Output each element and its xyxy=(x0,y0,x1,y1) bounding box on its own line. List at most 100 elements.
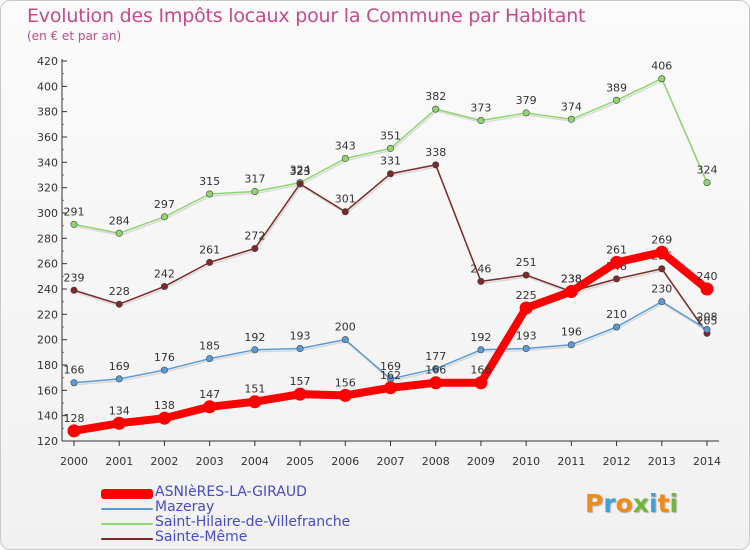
data-label: 331 xyxy=(380,155,401,168)
logo-letter: x xyxy=(632,489,649,518)
data-point xyxy=(700,282,714,296)
legend-swatch xyxy=(101,523,153,525)
data-point xyxy=(429,376,443,390)
data-point xyxy=(477,117,485,125)
data-point xyxy=(296,345,304,353)
data-label: 230 xyxy=(651,283,672,296)
data-label: 193 xyxy=(290,330,311,343)
data-label: 156 xyxy=(335,376,356,389)
x-tick-label: 2010 xyxy=(512,455,540,468)
data-label: 242 xyxy=(154,267,175,280)
data-point xyxy=(477,277,485,285)
data-label: 169 xyxy=(380,360,401,373)
data-point xyxy=(251,346,259,354)
data-label: 261 xyxy=(199,243,220,256)
data-point xyxy=(203,400,217,414)
data-point xyxy=(522,109,530,117)
data-label: 284 xyxy=(109,214,130,227)
data-point xyxy=(160,282,168,290)
data-label: 338 xyxy=(425,146,446,159)
data-label: 192 xyxy=(470,331,491,344)
x-tick-label: 2005 xyxy=(286,455,314,468)
data-point xyxy=(386,170,394,178)
x-tick-label: 2011 xyxy=(557,455,585,468)
y-tick-label: 140 xyxy=(37,410,58,423)
data-label: 176 xyxy=(154,351,175,364)
y-tick-label: 240 xyxy=(37,283,58,296)
data-point xyxy=(522,345,530,353)
data-point xyxy=(703,179,711,187)
data-point xyxy=(70,379,78,387)
legend-label: Sainte-Même xyxy=(155,529,248,545)
legend-label: Saint-Hilaire-de-Villefranche xyxy=(155,514,351,530)
data-label: 246 xyxy=(470,262,491,275)
data-label: 185 xyxy=(199,340,220,353)
x-tick-label: 2007 xyxy=(377,455,405,468)
data-point xyxy=(157,411,171,425)
data-label: 324 xyxy=(697,164,718,177)
logo-letter: t xyxy=(657,489,670,518)
y-tick-label: 300 xyxy=(37,207,58,220)
data-label: 272 xyxy=(244,229,265,242)
data-point xyxy=(293,387,307,401)
y-tick-label: 200 xyxy=(37,334,58,347)
data-point xyxy=(613,323,621,331)
chart-title: Evolution des Impôts locaux pour la Comm… xyxy=(27,5,586,27)
data-label: 240 xyxy=(697,270,718,283)
data-label: 210 xyxy=(606,308,627,321)
data-point xyxy=(206,355,214,363)
data-label: 238 xyxy=(561,273,582,286)
data-point xyxy=(567,341,575,349)
data-point xyxy=(432,105,440,113)
data-point xyxy=(341,208,349,216)
y-tick-label: 420 xyxy=(37,55,58,68)
data-label: 166 xyxy=(470,364,491,377)
data-point xyxy=(564,285,578,299)
data-point xyxy=(386,144,394,152)
data-label: 166 xyxy=(425,364,446,377)
data-label: 138 xyxy=(154,399,175,412)
logo-letter: i xyxy=(669,489,679,518)
data-point xyxy=(613,275,621,283)
data-point xyxy=(206,258,214,266)
y-tick-label: 120 xyxy=(37,435,58,448)
data-point xyxy=(206,190,214,198)
x-tick-label: 2000 xyxy=(60,455,88,468)
data-label: 389 xyxy=(606,81,627,94)
x-tick-label: 2013 xyxy=(648,455,676,468)
data-label: 323 xyxy=(290,165,311,178)
x-tick-label: 2004 xyxy=(241,455,269,468)
data-label: 177 xyxy=(425,350,446,363)
data-label: 193 xyxy=(516,330,537,343)
data-point xyxy=(115,300,123,308)
data-label: 406 xyxy=(651,60,672,73)
data-label: 239 xyxy=(64,271,85,284)
x-tick-label: 2014 xyxy=(693,455,721,468)
data-label: 251 xyxy=(516,256,537,269)
data-point xyxy=(567,115,575,123)
data-point xyxy=(251,244,259,252)
y-tick-label: 340 xyxy=(37,156,58,169)
data-point xyxy=(658,265,666,273)
proxiti-logo: Proxiti xyxy=(585,489,678,518)
x-tick-label: 2006 xyxy=(331,455,359,468)
x-tick-label: 2001 xyxy=(105,455,133,468)
data-label: 301 xyxy=(335,193,356,206)
data-point xyxy=(296,180,304,188)
data-point xyxy=(610,255,624,269)
data-label: 134 xyxy=(109,404,130,417)
data-label: 291 xyxy=(64,205,85,218)
data-label: 128 xyxy=(64,412,85,425)
data-label: 169 xyxy=(109,360,130,373)
legend-swatch xyxy=(101,538,153,540)
data-point xyxy=(248,395,262,409)
data-label: 374 xyxy=(561,100,582,113)
data-point xyxy=(658,75,666,83)
data-point xyxy=(160,366,168,374)
data-point xyxy=(70,286,78,294)
data-label: 351 xyxy=(380,129,401,142)
data-label: 343 xyxy=(335,140,356,153)
y-tick-label: 160 xyxy=(37,384,58,397)
